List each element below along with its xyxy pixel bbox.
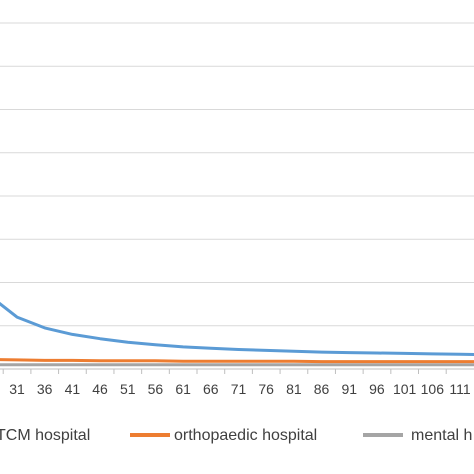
x-tick-label: 31 — [9, 381, 25, 397]
x-tick-label: 101 — [393, 381, 417, 397]
x-tick-label: 91 — [341, 381, 357, 397]
series-line-tcm-hospital — [0, 301, 474, 357]
x-tick-label: 71 — [231, 381, 247, 397]
x-tick-label: 96 — [369, 381, 385, 397]
legend-label: mental h — [411, 427, 472, 444]
x-tick-label: 61 — [175, 381, 191, 397]
x-tick-label: 56 — [148, 381, 164, 397]
gridlines — [0, 22, 474, 327]
legend: TCM hospital orthopaedic hospital mental h — [0, 427, 472, 444]
x-tick-label: 81 — [286, 381, 302, 397]
x-tick-label: 86 — [314, 381, 330, 397]
legend-label: TCM hospital — [0, 427, 90, 444]
x-tick-label: 66 — [203, 381, 219, 397]
x-tick-label: 41 — [65, 381, 81, 397]
series-line-orthopaedic-hospital — [0, 358, 474, 364]
x-tick-label: 46 — [92, 381, 108, 397]
x-tick-labels: 31 36 41 46 51 56 61 66 71 76 81 86 91 96 101 106 111 — [2, 369, 471, 397]
x-tick-label: 106 — [421, 381, 445, 397]
x-tick-label: 36 — [37, 381, 53, 397]
x-tick-label: 111 — [449, 381, 470, 397]
x-tick-label: 76 — [258, 381, 274, 397]
series-lines — [0, 301, 474, 367]
x-tick-label: 51 — [120, 381, 136, 397]
legend-label: orthopaedic hospital — [174, 427, 317, 444]
